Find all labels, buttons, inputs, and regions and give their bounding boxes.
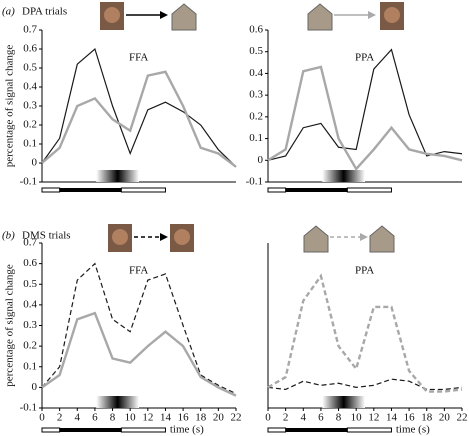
x-tick-label: 20 — [439, 412, 451, 424]
x-tick-label: 22 — [457, 412, 468, 424]
x-tick-label: 22 — [231, 412, 242, 424]
x-tick-label: 18 — [195, 412, 207, 424]
x-tick-label: 8 — [110, 412, 116, 424]
timeline-cue — [267, 187, 287, 193]
series-line — [41, 262, 237, 395]
x-tick-label: 14 — [160, 412, 172, 424]
chart-title: PPA — [355, 52, 374, 64]
y-tick-label: 0 — [32, 381, 38, 393]
y-tick-label: 0.1 — [249, 132, 263, 144]
probe-gradient — [96, 396, 139, 408]
panel-title: DPA trials — [22, 6, 67, 18]
x-tick-label: 20 — [213, 412, 225, 424]
y-tick-label: 0 — [32, 157, 38, 169]
probe-gradient — [322, 170, 365, 182]
probe-gradient — [96, 170, 139, 182]
y-tick-label: 0.2 — [23, 340, 37, 352]
y-tick-label: 0.6 — [23, 43, 37, 55]
probe-gradient — [322, 396, 365, 408]
y-tick-label: 0.3 — [23, 100, 37, 112]
panel-label: (b) — [2, 230, 15, 242]
y-tick-label: 0.4 — [23, 298, 37, 310]
timeline-cue — [267, 427, 287, 433]
x-tick-label: 10 — [351, 412, 363, 424]
y-tick-label: -0.1 — [246, 176, 263, 188]
panel-label: (a) — [2, 6, 15, 18]
timeline-delay — [285, 188, 348, 192]
x-tick-label: 4 — [75, 412, 81, 424]
y-tick-label: 0.7 — [23, 24, 37, 36]
y-tick-label: 0.1 — [23, 138, 37, 150]
x-tick-label: 16 — [404, 412, 416, 424]
y-tick-label: -0.1 — [20, 176, 37, 188]
panel-title: DMS trials — [22, 230, 71, 242]
y-tick-label: 0.3 — [23, 319, 37, 331]
series-line — [41, 311, 237, 397]
series-line — [267, 273, 463, 393]
x-axis-label: time (s) — [170, 424, 204, 436]
x-tick-label: 0 — [265, 412, 271, 424]
x-tick-label: 6 — [318, 412, 324, 424]
y-tick-label: 0 — [258, 154, 264, 166]
timeline-delay — [285, 428, 348, 432]
timeline-cue — [41, 187, 61, 193]
x-tick-label: 8 — [336, 412, 342, 424]
x-tick-label: 4 — [301, 412, 307, 424]
y-tick-label: 0.4 — [23, 81, 37, 93]
y-tick-label: 0.7 — [23, 237, 37, 249]
icons — [100, 2, 404, 253]
x-tick-label: 2 — [283, 412, 289, 424]
timeline-probe — [120, 187, 166, 193]
series-line — [41, 47, 237, 168]
chart-title: PPA — [355, 265, 374, 277]
x-tick-label: 12 — [368, 412, 379, 424]
timeline-probe — [346, 187, 392, 193]
x-tick-label: 16 — [178, 412, 190, 424]
y-tick-label: 0.5 — [249, 45, 263, 57]
x-tick-label: 2 — [57, 412, 63, 424]
y-tick-label: -0.1 — [20, 402, 37, 414]
x-tick-label: 10 — [125, 412, 137, 424]
timeline-probe — [120, 427, 166, 433]
x-tick-label: 12 — [142, 412, 153, 424]
y-tick-label: 0.2 — [23, 119, 37, 131]
x-tick-label: 14 — [386, 412, 398, 424]
timeline-probe — [346, 427, 392, 433]
timeline-delay — [59, 428, 122, 432]
series-line — [41, 70, 237, 168]
series-line — [267, 48, 463, 161]
y-tick-label: 0.4 — [249, 67, 263, 79]
y-tick-label: 0.2 — [249, 110, 263, 122]
series-line — [267, 378, 463, 391]
y-tick-label: 0.6 — [23, 257, 37, 269]
y-tick-label: 0.3 — [249, 89, 263, 101]
y-tick-label: 0.5 — [23, 62, 37, 74]
chart-title: FFA — [129, 52, 148, 64]
timeline-cue — [41, 427, 61, 433]
timeline-delay — [59, 188, 122, 192]
y-tick-label: 0.6 — [249, 24, 263, 36]
y-axis-label: percentage of signal change — [4, 45, 16, 168]
x-tick-label: 6 — [92, 412, 98, 424]
y-tick-label: 0.1 — [23, 360, 37, 372]
series-line — [267, 65, 463, 171]
y-axis-label: percentage of signal change — [4, 264, 16, 387]
x-tick-label: 0 — [39, 412, 45, 424]
chart-title: FFA — [129, 265, 148, 277]
x-tick-label: 18 — [421, 412, 433, 424]
x-axis-label: time (s) — [396, 424, 430, 436]
y-tick-label: 0.5 — [23, 278, 37, 290]
